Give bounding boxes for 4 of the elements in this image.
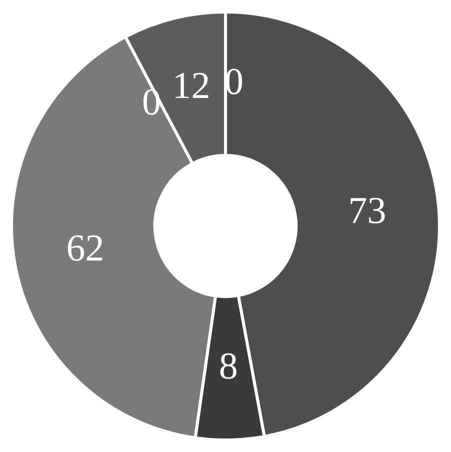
data-label: 73 [348,190,386,232]
data-label: 62 [66,227,104,270]
data-label: 8 [218,345,238,388]
data-label: 12 [172,64,210,107]
